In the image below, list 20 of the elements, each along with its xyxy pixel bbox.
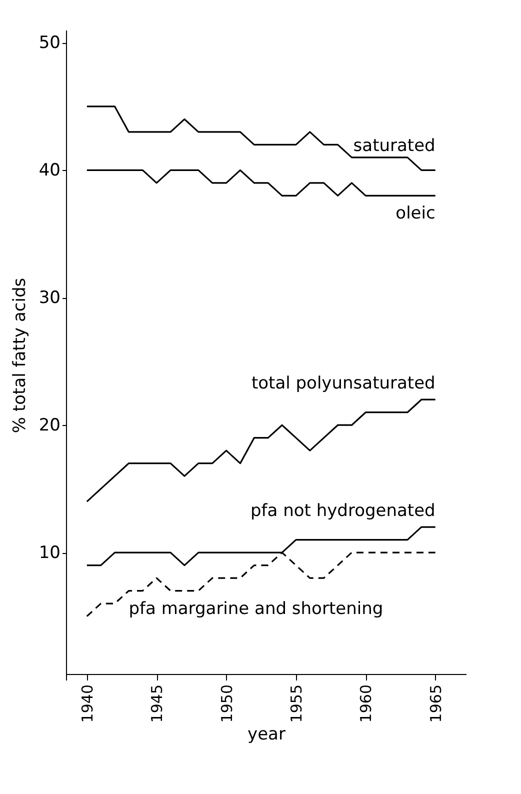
y-tick-label: 20: [38, 416, 60, 436]
line-series: [86, 106, 436, 171]
series-label: pfa margarine and shortening: [128, 598, 384, 619]
y-tick-label: 10: [38, 543, 60, 564]
y-tick-label: 30: [38, 288, 60, 308]
x-tick-label: 1960: [357, 684, 376, 723]
series-label: total polyunsaturated: [251, 374, 436, 394]
x-tick-label: 1955: [287, 684, 306, 723]
series-label: pfa not hydrogenated: [250, 501, 436, 522]
y-tick-label: 40: [38, 160, 60, 181]
series-label: oleic: [396, 204, 436, 224]
x-tick-label: 1965: [426, 684, 445, 723]
y-tick-label: 50: [38, 33, 60, 54]
line-series: [86, 398, 436, 502]
x-tick-label: 1945: [148, 684, 166, 723]
y-axis-title: % total fatty acids: [10, 278, 30, 434]
x-tick-label: 1950: [218, 684, 236, 723]
x-tick-label: 1940: [78, 684, 96, 723]
series-label: saturated: [353, 136, 436, 156]
x-axis-title: year: [248, 724, 286, 745]
